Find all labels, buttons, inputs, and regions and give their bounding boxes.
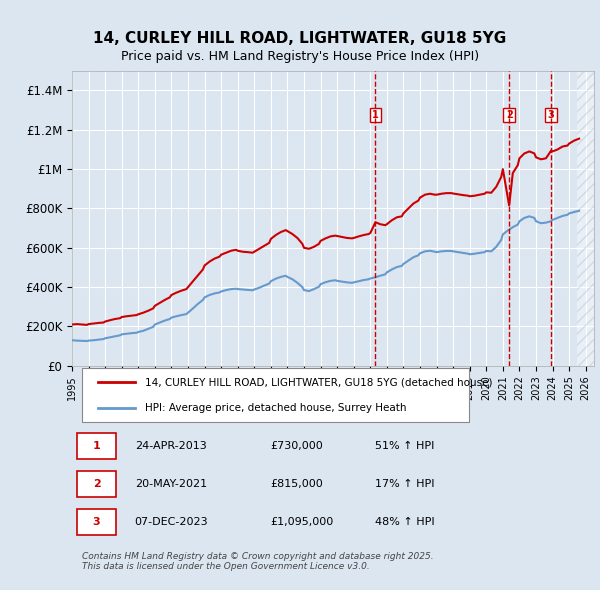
Text: £730,000: £730,000 — [271, 441, 323, 451]
Text: 24-APR-2013: 24-APR-2013 — [134, 441, 206, 451]
Text: 1: 1 — [92, 441, 100, 451]
FancyBboxPatch shape — [77, 433, 116, 459]
Text: 17% ↑ HPI: 17% ↑ HPI — [375, 479, 434, 489]
Text: 1: 1 — [372, 110, 379, 120]
FancyBboxPatch shape — [77, 471, 116, 497]
Text: 07-DEC-2023: 07-DEC-2023 — [134, 517, 208, 526]
Text: 51% ↑ HPI: 51% ↑ HPI — [375, 441, 434, 451]
FancyBboxPatch shape — [82, 368, 469, 422]
Text: 2: 2 — [92, 479, 100, 489]
Text: £1,095,000: £1,095,000 — [271, 517, 334, 526]
Text: 14, CURLEY HILL ROAD, LIGHTWATER, GU18 5YG: 14, CURLEY HILL ROAD, LIGHTWATER, GU18 5… — [94, 31, 506, 46]
FancyBboxPatch shape — [77, 509, 116, 535]
Text: £815,000: £815,000 — [271, 479, 323, 489]
Text: 3: 3 — [548, 110, 554, 120]
Text: Contains HM Land Registry data © Crown copyright and database right 2025.
This d: Contains HM Land Registry data © Crown c… — [82, 552, 434, 571]
Text: 2: 2 — [506, 110, 512, 120]
Text: 20-MAY-2021: 20-MAY-2021 — [134, 479, 207, 489]
Text: HPI: Average price, detached house, Surrey Heath: HPI: Average price, detached house, Surr… — [145, 404, 407, 413]
Text: 3: 3 — [93, 517, 100, 526]
Text: 14, CURLEY HILL ROAD, LIGHTWATER, GU18 5YG (detached house): 14, CURLEY HILL ROAD, LIGHTWATER, GU18 5… — [145, 378, 493, 387]
Text: 48% ↑ HPI: 48% ↑ HPI — [375, 517, 434, 526]
Text: Price paid vs. HM Land Registry's House Price Index (HPI): Price paid vs. HM Land Registry's House … — [121, 50, 479, 63]
Bar — [577, 71, 594, 366]
